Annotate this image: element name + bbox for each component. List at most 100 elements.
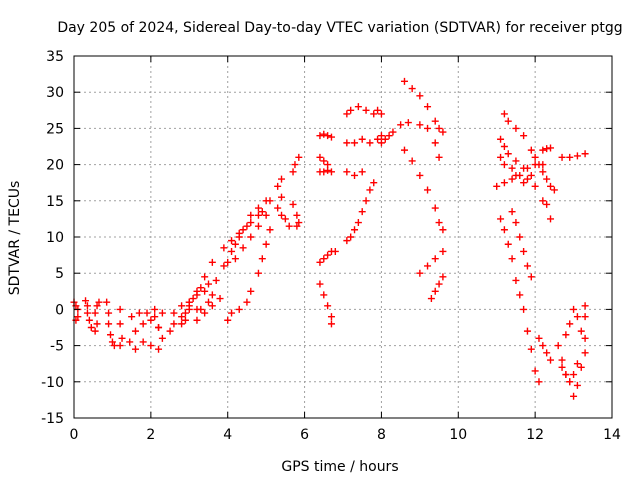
series-trace-41 (539, 144, 558, 194)
data-point (523, 164, 531, 172)
data-point (220, 262, 228, 270)
data-point (83, 309, 91, 317)
data-point (320, 130, 328, 138)
data-point (262, 211, 270, 219)
data-point (397, 121, 405, 129)
data-point (151, 305, 159, 313)
x-tick-label: 0 (70, 427, 79, 443)
x-tick-label: 10 (449, 427, 467, 443)
series-trace-14 (220, 197, 270, 270)
data-point (193, 291, 201, 299)
data-point (435, 153, 443, 161)
data-point (293, 211, 301, 219)
data-point (431, 255, 439, 263)
data-point (520, 247, 528, 255)
data-point (520, 132, 528, 140)
data-point (181, 309, 189, 317)
data-point (131, 345, 139, 353)
data-point (220, 244, 228, 252)
data-point (508, 208, 516, 216)
series-trace-42 (539, 197, 555, 223)
data-point (166, 327, 174, 335)
data-point (181, 316, 189, 324)
series-trace-27 (343, 132, 385, 147)
data-point (262, 240, 270, 248)
data-point (400, 77, 408, 85)
data-point (278, 211, 286, 219)
series-trace-32 (400, 146, 447, 234)
data-point (573, 360, 581, 368)
data-point (278, 175, 286, 183)
data-point (281, 215, 289, 223)
data-point (205, 280, 212, 288)
series-trace-17 (224, 226, 274, 324)
x-tick-label: 14 (603, 427, 621, 443)
data-point (374, 106, 382, 114)
series-trace-39 (497, 215, 535, 353)
data-point (327, 133, 335, 141)
data-marks (70, 77, 589, 400)
data-point (554, 342, 562, 350)
data-point (581, 150, 589, 158)
data-point (539, 161, 547, 169)
data-point (126, 338, 134, 346)
data-point (543, 175, 551, 183)
data-point (324, 132, 332, 140)
data-point (520, 305, 528, 313)
data-point (128, 313, 136, 321)
data-point (377, 110, 385, 118)
y-axis-label: SDTVAR / TECUs (7, 181, 23, 296)
data-point (347, 106, 355, 114)
data-point (570, 392, 578, 400)
data-point (289, 200, 297, 208)
y-tick-label: 30 (46, 85, 64, 101)
y-tick-label: 5 (55, 266, 64, 282)
data-point (201, 287, 209, 295)
data-point (208, 258, 216, 266)
data-point (324, 251, 332, 259)
data-point (547, 215, 555, 223)
data-point (278, 193, 286, 201)
data-point (527, 345, 535, 353)
data-point (362, 197, 370, 205)
series-trace-01 (70, 298, 82, 324)
data-point (370, 110, 378, 118)
data-point (258, 208, 266, 216)
axes: 0 2 4 6 8 10 12 14 -15 -10 -5 0 5 10 15 20 25 30 35 (41, 49, 621, 443)
data-point (527, 171, 535, 179)
data-point (570, 371, 578, 379)
x-tick-label: 8 (377, 427, 386, 443)
data-point (254, 204, 262, 212)
data-point (497, 153, 505, 161)
data-point (381, 135, 389, 143)
data-point (531, 182, 539, 190)
data-point (400, 146, 408, 154)
data-point (408, 85, 416, 93)
data-point (228, 309, 236, 317)
data-point (343, 110, 351, 118)
data-point (212, 276, 220, 284)
x-tick-label: 4 (223, 427, 232, 443)
series-trace-44 (535, 334, 555, 364)
data-point (539, 342, 547, 350)
series-trace-40 (508, 208, 535, 281)
y-tick-label: 15 (46, 194, 64, 210)
data-point (500, 161, 508, 169)
series-trace-43 (558, 150, 589, 161)
data-point (327, 313, 335, 321)
data-point (558, 153, 566, 161)
data-point (377, 139, 385, 147)
data-point (320, 291, 328, 299)
data-point (377, 132, 385, 140)
data-point (158, 334, 166, 342)
series-trace-02 (82, 297, 103, 335)
data-point (254, 211, 262, 219)
data-point (512, 276, 520, 284)
data-point (439, 128, 447, 136)
data-point (158, 309, 166, 317)
data-point (573, 152, 581, 160)
series-trace-35 (500, 110, 543, 169)
data-point (539, 146, 547, 154)
data-point (197, 305, 205, 313)
